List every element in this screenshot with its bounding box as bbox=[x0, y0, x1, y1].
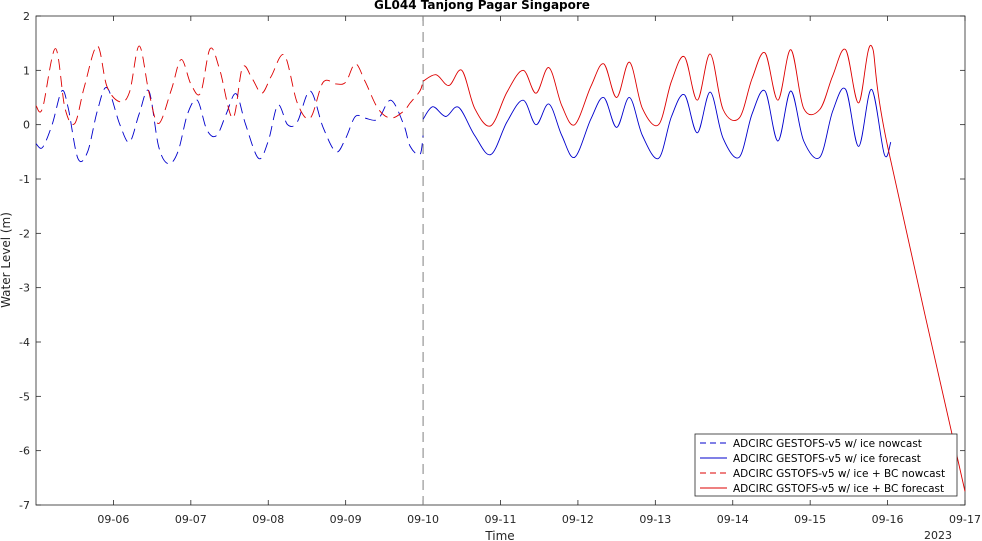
x-tick-label: 09-13 bbox=[639, 513, 671, 526]
x-tick-label: 09-06 bbox=[97, 513, 129, 526]
series-line-1 bbox=[35, 87, 424, 165]
series-line-3 bbox=[35, 45, 424, 125]
y-tick-label: -2 bbox=[19, 227, 30, 240]
year-label: 2023 bbox=[924, 529, 952, 541]
x-tick-label: 09-12 bbox=[562, 513, 594, 526]
x-tick-label: 09-08 bbox=[252, 513, 284, 526]
y-tick-label: 2 bbox=[23, 10, 30, 23]
legend-label: ADCIRC GSTOFS-v5 w/ ice + BC forecast bbox=[733, 483, 944, 495]
y-tick-label: -7 bbox=[19, 499, 30, 512]
legend: ADCIRC GESTOFS-v5 w/ ice nowcast ADCIRC G… bbox=[694, 433, 958, 497]
chart-title: GL044 Tanjong Pagar Singapore bbox=[374, 0, 590, 12]
series-line-4 bbox=[422, 45, 966, 492]
legend-label: ADCIRC GESTOFS-v5 w/ ice forecast bbox=[733, 453, 921, 465]
x-axis: 09-06 09-07 09-08 09-09 09-10 09-11 09-12 09-13… bbox=[97, 16, 981, 526]
y-tick-label: -5 bbox=[19, 390, 30, 403]
y-tick-label: -6 bbox=[19, 445, 30, 458]
x-tick-label: 09-11 bbox=[485, 513, 517, 526]
y-tick-label: -1 bbox=[19, 173, 30, 186]
y-tick-label: -4 bbox=[19, 336, 30, 349]
y-tick-label: -3 bbox=[19, 282, 30, 295]
legend-label: ADCIRC GSTOFS-v5 w/ ice + BC nowcast bbox=[733, 468, 945, 480]
series-lines bbox=[35, 45, 966, 492]
x-tick-label: 09-09 bbox=[330, 513, 362, 526]
y-tick-label: 1 bbox=[23, 64, 30, 77]
x-tick-label: 09-10 bbox=[407, 513, 439, 526]
x-tick-label: 09-07 bbox=[175, 513, 207, 526]
x-tick-label: 09-17 bbox=[949, 513, 981, 526]
y-tick-label: 0 bbox=[23, 119, 30, 132]
y-axis-label: Water Level (m) bbox=[0, 212, 13, 308]
x-axis-label: Time bbox=[484, 529, 514, 541]
plot-area bbox=[35, 15, 966, 506]
legend-label: ADCIRC GESTOFS-v5 w/ ice nowcast bbox=[733, 438, 922, 450]
series-line-2 bbox=[422, 87, 892, 160]
x-tick-label: 09-14 bbox=[717, 513, 749, 526]
x-tick-label: 09-16 bbox=[872, 513, 904, 526]
legend-box bbox=[694, 433, 958, 497]
x-tick-label: 09-15 bbox=[794, 513, 826, 526]
y-axis: 2 1 0 -1 -2 -3 -4 -5 -6 -7 bbox=[19, 10, 965, 512]
